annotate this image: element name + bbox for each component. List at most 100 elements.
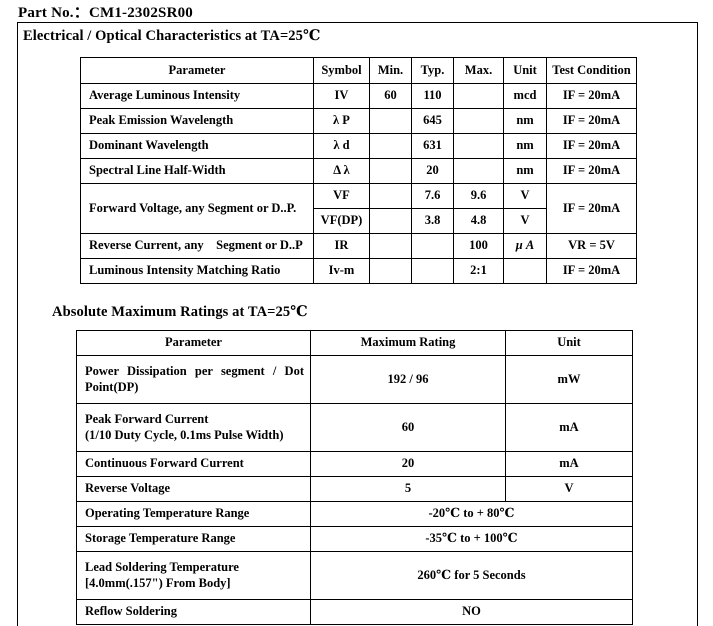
cell-parameter-line2: [4.0mm(.157") From Body] bbox=[85, 575, 231, 590]
cell-parameter: Reverse Current, any Segment or D..P bbox=[80, 233, 314, 259]
table-row: Average Luminous Intensity IV 60 110 mcd… bbox=[80, 83, 637, 109]
cell-parameter: Operating Temperature Range bbox=[76, 501, 311, 527]
cell-maximum-rating: 60 bbox=[310, 403, 506, 452]
header-unit: Unit bbox=[505, 330, 633, 356]
cell-test-condition: VR = 5V bbox=[546, 233, 637, 259]
table-row: Continuous Forward Current 20 mA bbox=[76, 451, 633, 477]
cell-parameter: Luminous Intensity Matching Ratio bbox=[80, 258, 314, 284]
header-typ: Typ. bbox=[411, 57, 454, 84]
cell-typ: 7.6 bbox=[411, 183, 454, 209]
header-test-condition: Test Condition bbox=[546, 57, 637, 84]
header-symbol: Symbol bbox=[313, 57, 370, 84]
cell-min bbox=[369, 233, 412, 259]
electrical-optical-characteristics-table: Parameter Symbol Min. Typ. Max. Unit Tes… bbox=[80, 57, 637, 284]
table-row: Dominant Wavelength λ d 631 nm IF = 20mA bbox=[80, 133, 637, 159]
cell-min bbox=[369, 183, 412, 209]
cell-parameter: Reflow Soldering bbox=[76, 599, 311, 625]
section-title-electrical-optical: Electrical / Optical Characteristics at … bbox=[23, 28, 321, 44]
cell-test-condition: IF = 20mA bbox=[546, 258, 637, 284]
cell-symbol: VF bbox=[313, 183, 370, 209]
cell-max bbox=[453, 133, 504, 159]
header-max: Max. bbox=[453, 57, 504, 84]
page-border-frame bbox=[17, 22, 698, 626]
cell-test-condition: IF = 20mA bbox=[546, 83, 637, 109]
cell-typ bbox=[411, 233, 454, 259]
cell-typ bbox=[411, 258, 454, 284]
cell-parameter: Spectral Line Half-Width bbox=[80, 158, 314, 184]
table-row: Peak Forward Current (1/10 Duty Cycle, 0… bbox=[76, 403, 633, 452]
cell-symbol: Δ λ bbox=[313, 158, 370, 184]
cell-min bbox=[369, 208, 412, 234]
cell-typ: 631 bbox=[411, 133, 454, 159]
cell-min bbox=[369, 133, 412, 159]
table-row: Power Dissipation per segment / Dot Poin… bbox=[76, 355, 633, 404]
table-row: VF(DP) 3.8 4.8 V bbox=[81, 208, 637, 234]
cell-parameter: Average Luminous Intensity bbox=[80, 83, 314, 109]
cell-max bbox=[453, 108, 504, 134]
cell-parameter: Continuous Forward Current bbox=[76, 451, 311, 477]
cell-unit: nm bbox=[503, 108, 547, 134]
cell-symbol: λ d bbox=[313, 133, 370, 159]
cell-max: 4.8 bbox=[453, 208, 504, 234]
cell-unit: nm bbox=[503, 133, 547, 159]
cell-min: 60 bbox=[369, 83, 412, 109]
cell-unit: μ A bbox=[503, 233, 547, 259]
absolute-maximum-ratings-table: Parameter Maximum Rating Unit Power Diss… bbox=[76, 330, 633, 625]
cell-typ: 3.8 bbox=[411, 208, 454, 234]
cell-unit: mcd bbox=[503, 83, 547, 109]
table-header-row: Parameter Maximum Rating Unit bbox=[76, 330, 633, 356]
cell-symbol: λ P bbox=[313, 108, 370, 134]
cell-parameter: Dominant Wavelength bbox=[80, 133, 314, 159]
cell-unit: V bbox=[503, 208, 547, 234]
table-header-row: Parameter Symbol Min. Typ. Max. Unit Tes… bbox=[80, 57, 637, 84]
header-parameter: Parameter bbox=[76, 330, 311, 356]
cell-max: 100 bbox=[453, 233, 504, 259]
table-row: Reverse Current, any Segment or D..P IR … bbox=[80, 233, 637, 259]
cell-parameter-line1: Peak Forward Current bbox=[85, 411, 209, 426]
cell-typ: 110 bbox=[411, 83, 454, 109]
cell-unit bbox=[503, 258, 547, 284]
cell-unit: mA bbox=[505, 451, 633, 477]
cell-maximum-rating: -35℃ to + 100℃ bbox=[310, 526, 633, 552]
cell-max: 2:1 bbox=[453, 258, 504, 284]
cell-maximum-rating: 192 / 96 bbox=[310, 355, 506, 404]
cell-parameter-line2: (1/10 Duty Cycle, 0.1ms Pulse Width) bbox=[85, 427, 284, 442]
cell-test-condition: IF = 20mA bbox=[546, 183, 637, 234]
table-row: Spectral Line Half-Width Δ λ 20 nm IF = … bbox=[80, 158, 637, 184]
table-row: Forward Voltage, any Segment or D..P. VF… bbox=[80, 183, 637, 234]
cell-parameter: Forward Voltage, any Segment or D..P. bbox=[80, 183, 314, 234]
table-row: Luminous Intensity Matching Ratio Iv-m 2… bbox=[80, 258, 637, 284]
cell-symbol: IR bbox=[313, 233, 370, 259]
table-row: Peak Emission Wavelength λ P 645 nm IF =… bbox=[80, 108, 637, 134]
table-row: Storage Temperature Range -35℃ to + 100℃ bbox=[76, 526, 633, 552]
cell-unit: mA bbox=[505, 403, 633, 452]
cell-parameter: Lead Soldering Temperature [4.0mm(.157")… bbox=[76, 551, 311, 600]
header-parameter: Parameter bbox=[80, 57, 314, 84]
cell-typ: 20 bbox=[411, 158, 454, 184]
cell-min bbox=[369, 158, 412, 184]
cell-parameter: Peak Forward Current (1/10 Duty Cycle, 0… bbox=[76, 403, 311, 452]
cell-test-condition: IF = 20mA bbox=[546, 133, 637, 159]
cell-min bbox=[369, 258, 412, 284]
cell-test-condition: IF = 20mA bbox=[546, 108, 637, 134]
cell-maximum-rating: 5 bbox=[310, 476, 506, 502]
cell-unit: nm bbox=[503, 158, 547, 184]
cell-max bbox=[453, 83, 504, 109]
cell-parameter-line2: Point(DP) bbox=[85, 379, 139, 394]
header-unit: Unit bbox=[503, 57, 547, 84]
cell-unit: V bbox=[503, 183, 547, 209]
cell-unit: mW bbox=[505, 355, 633, 404]
cell-typ: 645 bbox=[411, 108, 454, 134]
cell-parameter: Power Dissipation per segment / Dot Poin… bbox=[76, 355, 311, 404]
header-min: Min. bbox=[369, 57, 412, 84]
cell-symbol: VF(DP) bbox=[313, 208, 370, 234]
table-row: Operating Temperature Range -20℃ to + 80… bbox=[76, 501, 633, 527]
table-row: Reverse Voltage 5 V bbox=[76, 476, 633, 502]
cell-unit: V bbox=[505, 476, 633, 502]
table-row: Lead Soldering Temperature [4.0mm(.157")… bbox=[76, 551, 633, 600]
cell-maximum-rating: -20℃ to + 80℃ bbox=[310, 501, 633, 527]
cell-parameter-line1: Power Dissipation per segment / Dot bbox=[85, 363, 304, 378]
cell-min bbox=[369, 108, 412, 134]
header-maximum-rating: Maximum Rating bbox=[310, 330, 506, 356]
cell-maximum-rating: NO bbox=[310, 599, 633, 625]
